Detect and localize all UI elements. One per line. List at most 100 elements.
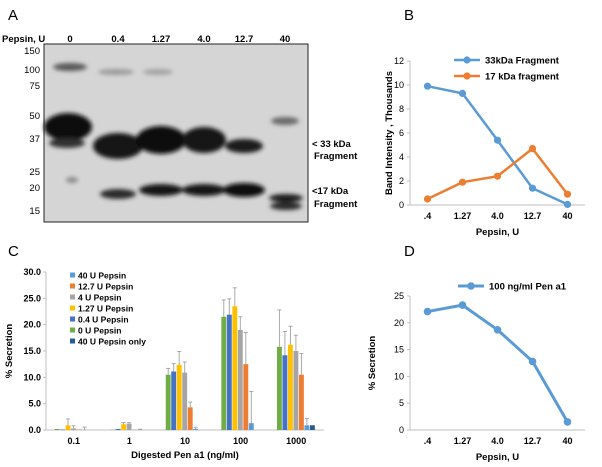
y-axis-title: % Secretion (4, 324, 15, 379)
data-point (563, 200, 572, 208)
band-lane2-faint (143, 69, 173, 75)
lane-label: 12.7 (235, 34, 254, 45)
y-axis-title: Band Intensity , Thousands (384, 71, 395, 195)
y-tick-label: 6 (399, 128, 404, 138)
data-point (493, 136, 502, 144)
mw-marker: 20 (29, 183, 40, 194)
legend-swatch (70, 283, 75, 289)
bar (71, 428, 76, 430)
x-tick-label: 12.7 (524, 211, 542, 221)
y-tick-label: 2 (399, 176, 404, 186)
mw-marker: 150 (24, 46, 40, 57)
bar (293, 351, 299, 430)
annotation-17kda: <17 kDa (312, 186, 349, 197)
x-axis-title: Digested Pen a1 (ng/ml) (131, 450, 239, 461)
legend-swatch (70, 338, 75, 344)
bar (298, 374, 304, 430)
band-lane2-17kda (139, 184, 183, 196)
blot-bands (44, 63, 303, 210)
mw-marker: 50 (29, 111, 40, 122)
mw-markers: 150 100 75 50 37 25 20 15 (24, 46, 40, 217)
series-line (427, 303, 569, 423)
bar (54, 428, 60, 430)
y-tick-label: 5 (399, 398, 404, 408)
mw-marker: 25 (29, 167, 40, 178)
bar (65, 425, 71, 430)
legend-swatch (70, 272, 75, 278)
bar (76, 429, 82, 430)
band-lane2-33kda (136, 126, 186, 154)
data-point (423, 307, 432, 316)
x-tick-label: .4 (424, 211, 432, 221)
band-lane5-17kda-lower (270, 202, 302, 210)
data-point (528, 357, 537, 366)
annotation-33kda-line2: Fragment (314, 151, 358, 162)
panel-a: A Pepsin, U 0 0.4 1.27 4.0 12.7 40 150 100 75 50… (2, 7, 358, 223)
band-lane4-17kda (223, 183, 265, 197)
bar (226, 314, 232, 430)
y-tick-label: 0.0 (28, 425, 41, 435)
legend-swatch-marker (463, 72, 471, 80)
bar (282, 355, 288, 430)
y-tick-label: 12 (394, 56, 404, 66)
y-tick-label: 10.0 (23, 372, 41, 382)
data-point (563, 190, 572, 198)
legend-swatch (70, 316, 75, 322)
band-lane1-17kda (100, 189, 136, 199)
legend-label: 12.7 U Pepsin (78, 282, 133, 292)
panel-b-letter: B (404, 7, 414, 24)
data-point (458, 301, 467, 309)
legend-label: 33kDa Fragment (485, 56, 560, 67)
x-tick-label: 4.0 (491, 436, 504, 446)
legend-label: 0.4 U Pepsin (78, 315, 129, 325)
y-tick-label: 20.0 (23, 320, 41, 330)
bar (309, 425, 315, 430)
data-point (563, 418, 572, 426)
x-axis-title: Pepsin, U (476, 227, 519, 238)
legend-label: 40 U Pepsin only (78, 337, 146, 347)
x-tick-label: 40 (562, 436, 572, 446)
lane-header: Pepsin, U (2, 34, 45, 45)
panel-d: D 0 5 10 15 20 25 .4 1.27 4.0 12.7 40 Pepsin, U % Se… (367, 243, 585, 463)
legend-label: 17 kDa fragment (485, 72, 560, 83)
data-point (423, 82, 432, 90)
legend-label: 1.27 U Pepsin (78, 304, 133, 314)
x-axis-title: Pepsin, U (476, 452, 519, 463)
data-point (423, 195, 432, 203)
y-tick-label: 4 (399, 152, 404, 162)
legend-swatch (70, 305, 75, 311)
legend-label: 40 U Pepsin (78, 271, 126, 281)
y-tick-label: 0 (399, 425, 404, 435)
band-lane3-17kda (182, 184, 226, 196)
band-lane0-45kda (44, 113, 92, 141)
data-point (493, 172, 502, 180)
bar (287, 344, 293, 430)
x-tick-label: 100 (233, 436, 248, 446)
legend-swatch (70, 294, 75, 300)
bar (60, 429, 65, 430)
legend-swatch-marker (467, 282, 475, 290)
chart-d: 0 5 10 15 20 25 .4 1.27 4.0 12.7 40 Pepsin, U % Secr… (367, 282, 585, 463)
lane-label: 40 (280, 34, 291, 45)
bar (176, 364, 182, 430)
bar (165, 374, 171, 430)
mw-marker: 100 (24, 65, 40, 76)
y-tick-label: 10 (394, 371, 404, 381)
data-point (528, 145, 537, 153)
y-tick-label: 30.0 (23, 267, 41, 277)
y-tick-label: 8 (399, 104, 404, 114)
band-lane1-faint (98, 69, 134, 75)
y-tick-label: 15.0 (23, 346, 41, 356)
data-point (528, 184, 537, 192)
y-tick-label: 0 (399, 200, 404, 210)
lane-label: 1.27 (152, 34, 171, 45)
series-line (427, 84, 569, 206)
band-lane1-33kda (93, 133, 143, 159)
bar (182, 372, 188, 430)
bar (243, 364, 249, 430)
annotation-33kda: < 33 kDa (312, 139, 352, 150)
band-lane3-33kda (182, 127, 226, 153)
band-lane0-100kda (53, 63, 87, 71)
panel-b: B 0 2 4 6 8 10 12 .4 1.27 4.0 12.7 40 Pepsin, U Band … (384, 7, 585, 238)
